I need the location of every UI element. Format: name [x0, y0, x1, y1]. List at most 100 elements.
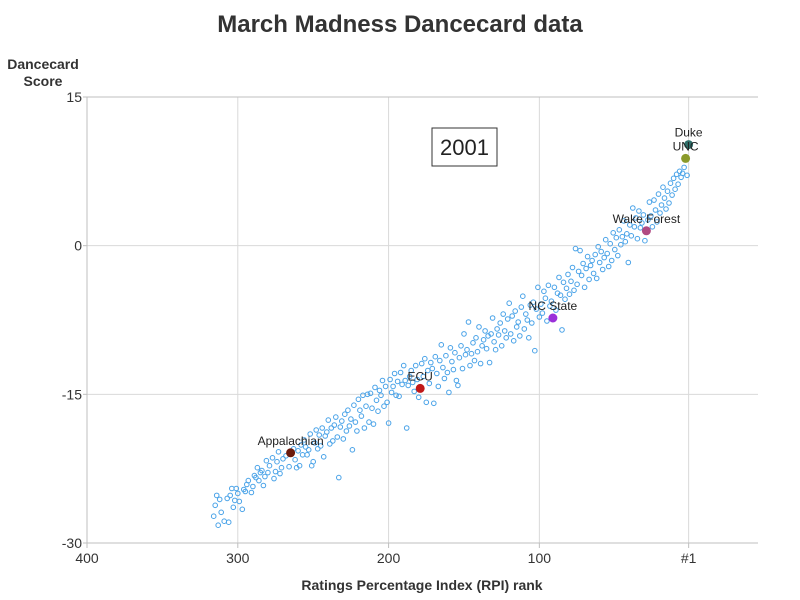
- scatter-point: [272, 468, 279, 475]
- scatter-point: [602, 236, 609, 243]
- scatter-point: [277, 470, 283, 477]
- scatter-point: [482, 328, 488, 334]
- scatter-point: [595, 243, 602, 250]
- scatter-point: [227, 492, 233, 499]
- scatter-point: [253, 474, 259, 481]
- scatter-point: [510, 338, 517, 344]
- scatter-point: [453, 377, 460, 384]
- scatter-point: [529, 320, 535, 326]
- scatter-point: [575, 268, 582, 275]
- scatter-point: [225, 519, 232, 526]
- scatter-point: [263, 457, 270, 464]
- scatter-point: [605, 263, 612, 270]
- scatter-point: [630, 205, 636, 211]
- scatter-point: [501, 328, 508, 334]
- scatter-point: [348, 416, 354, 422]
- scatter-point: [634, 235, 641, 242]
- scatter-point: [328, 425, 335, 431]
- scatter-point: [382, 383, 389, 390]
- scatter-point: [441, 375, 448, 382]
- scatter-point: [422, 355, 428, 362]
- scatter-point: [405, 382, 412, 389]
- scatter-point: [562, 296, 568, 303]
- scatter-point: [333, 414, 339, 420]
- scatter-point: [375, 408, 381, 415]
- y-axis-title-line-1: Dancecard: [7, 56, 79, 72]
- x-tick-label: 100: [528, 550, 552, 566]
- team-label: UNC: [673, 139, 699, 153]
- scatter-point: [592, 251, 599, 258]
- highlighted-point: [415, 383, 425, 393]
- scatter-point: [357, 407, 363, 414]
- scatter-point: [569, 264, 576, 271]
- scatter-point: [523, 311, 529, 317]
- scatter-point: [455, 382, 461, 389]
- scatter-point: [500, 311, 507, 317]
- scatter-point: [628, 233, 635, 239]
- scatter-point: [572, 245, 579, 252]
- scatter-point: [565, 271, 571, 278]
- scatter-point: [423, 399, 430, 406]
- y-tick-label: -30: [62, 535, 82, 551]
- scatter-point: [621, 218, 627, 224]
- scatter-point: [361, 425, 368, 431]
- scatter-point: [296, 462, 303, 469]
- scatter-point: [399, 381, 405, 388]
- scatter-point: [334, 434, 341, 440]
- scatter-point: [590, 270, 597, 277]
- scatter-point: [604, 250, 611, 257]
- scatter-point: [327, 441, 333, 447]
- scatter-point: [504, 316, 511, 322]
- y-axis-title-line-2: Score: [24, 73, 63, 89]
- scatter-point: [400, 362, 407, 369]
- scatter-point: [589, 257, 595, 264]
- scatter-point: [385, 420, 392, 426]
- scatter-point: [450, 366, 457, 373]
- scatter-point: [461, 331, 467, 337]
- scatter-point: [518, 304, 525, 310]
- scatter-point: [345, 407, 351, 414]
- scatter-point: [210, 513, 217, 520]
- scatter-point: [259, 467, 265, 474]
- scatter-point: [316, 432, 323, 438]
- scatter-point: [216, 496, 223, 503]
- scatter-point: [351, 402, 357, 409]
- scatter-point: [265, 469, 271, 476]
- scatter-point: [673, 171, 680, 178]
- scatter-point: [414, 376, 421, 383]
- scatter-point: [292, 456, 298, 463]
- scatter-point: [663, 206, 669, 212]
- scatter-point: [521, 326, 528, 332]
- scatter-point: [449, 358, 455, 365]
- scatter-point: [298, 442, 304, 448]
- scatter-point: [248, 489, 255, 496]
- scatter-point: [391, 370, 398, 377]
- scatter-point: [464, 346, 470, 353]
- scatter-point: [232, 497, 238, 504]
- scatter-point: [431, 400, 437, 407]
- scatter-point: [527, 302, 534, 308]
- scatter-point: [608, 257, 615, 264]
- scatter-point: [408, 367, 415, 374]
- y-tick-label: 0: [74, 238, 82, 254]
- scatter-point: [667, 180, 674, 186]
- scatter-point: [409, 379, 416, 386]
- scatter-point: [533, 306, 540, 312]
- scatter-point: [254, 464, 261, 471]
- scatter-point: [666, 200, 672, 206]
- scatter-point: [556, 274, 562, 281]
- scatter-point: [578, 272, 585, 279]
- scatter-point: [517, 333, 523, 339]
- scatter-point: [616, 227, 623, 233]
- chart-title: March Madness Dancecard data: [217, 11, 583, 38]
- scatter-point: [509, 313, 516, 319]
- scatter-point: [310, 458, 317, 465]
- scatter-point: [467, 362, 473, 369]
- data-points: [210, 164, 690, 529]
- scatter-point: [406, 373, 413, 380]
- scatter-point: [539, 310, 546, 316]
- scatter-point: [337, 424, 344, 430]
- scatter-point: [542, 295, 549, 302]
- scatter-point: [388, 389, 395, 396]
